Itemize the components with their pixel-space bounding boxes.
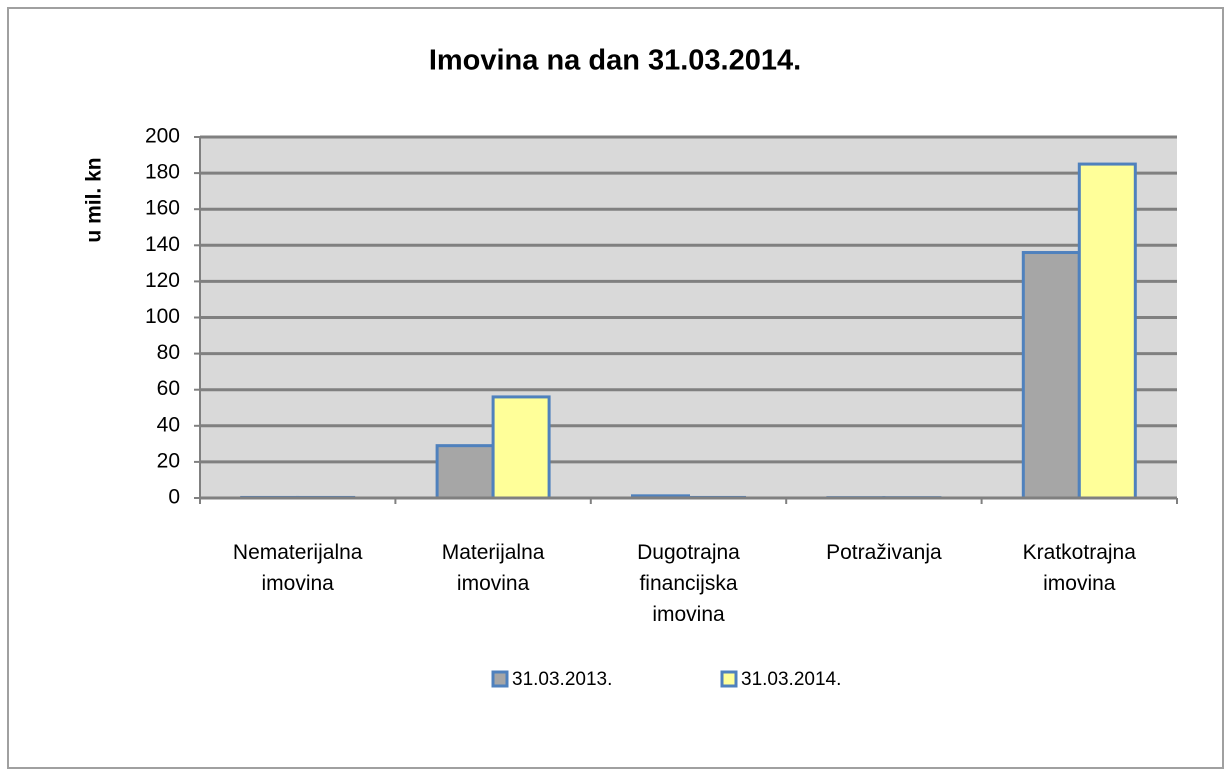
y-tick-label: 140 (145, 233, 180, 256)
y-tick-label: 180 (145, 161, 180, 184)
y-tick-label: 100 (145, 305, 180, 328)
y-tick-label: 120 (145, 269, 180, 292)
y-tick-label: 20 (157, 449, 180, 472)
y-tick-label: 200 (145, 125, 180, 148)
x-tick-label: Potraživanja (826, 541, 942, 564)
bar (1021, 251, 1081, 500)
bar (1077, 162, 1137, 500)
y-tick-label: 0 (168, 486, 180, 509)
legend-label: 31.03.2013. (512, 669, 612, 690)
bar (435, 444, 495, 500)
x-tick-label: Dugotrajna financijska imovina (637, 541, 740, 626)
legend-swatch (491, 670, 509, 688)
y-tick-label: 60 (157, 377, 180, 400)
x-tick-label: Nematerijalna imovina (232, 541, 363, 595)
x-tick-label: Materijalna imovina (441, 541, 545, 595)
legend-label: 31.03.2014. (741, 669, 841, 690)
y-tick-label: 40 (157, 413, 180, 436)
y-tick-label: 80 (157, 341, 180, 364)
bar (491, 395, 551, 500)
legend-swatch (720, 670, 738, 688)
y-tick-label: 160 (145, 197, 180, 220)
y-axis-label: u mil. kn (83, 157, 106, 242)
chart-title: Imovina na dan 31.03.2014. (429, 45, 801, 77)
x-tick-label: Kratkotrajna imovina (1022, 541, 1136, 595)
